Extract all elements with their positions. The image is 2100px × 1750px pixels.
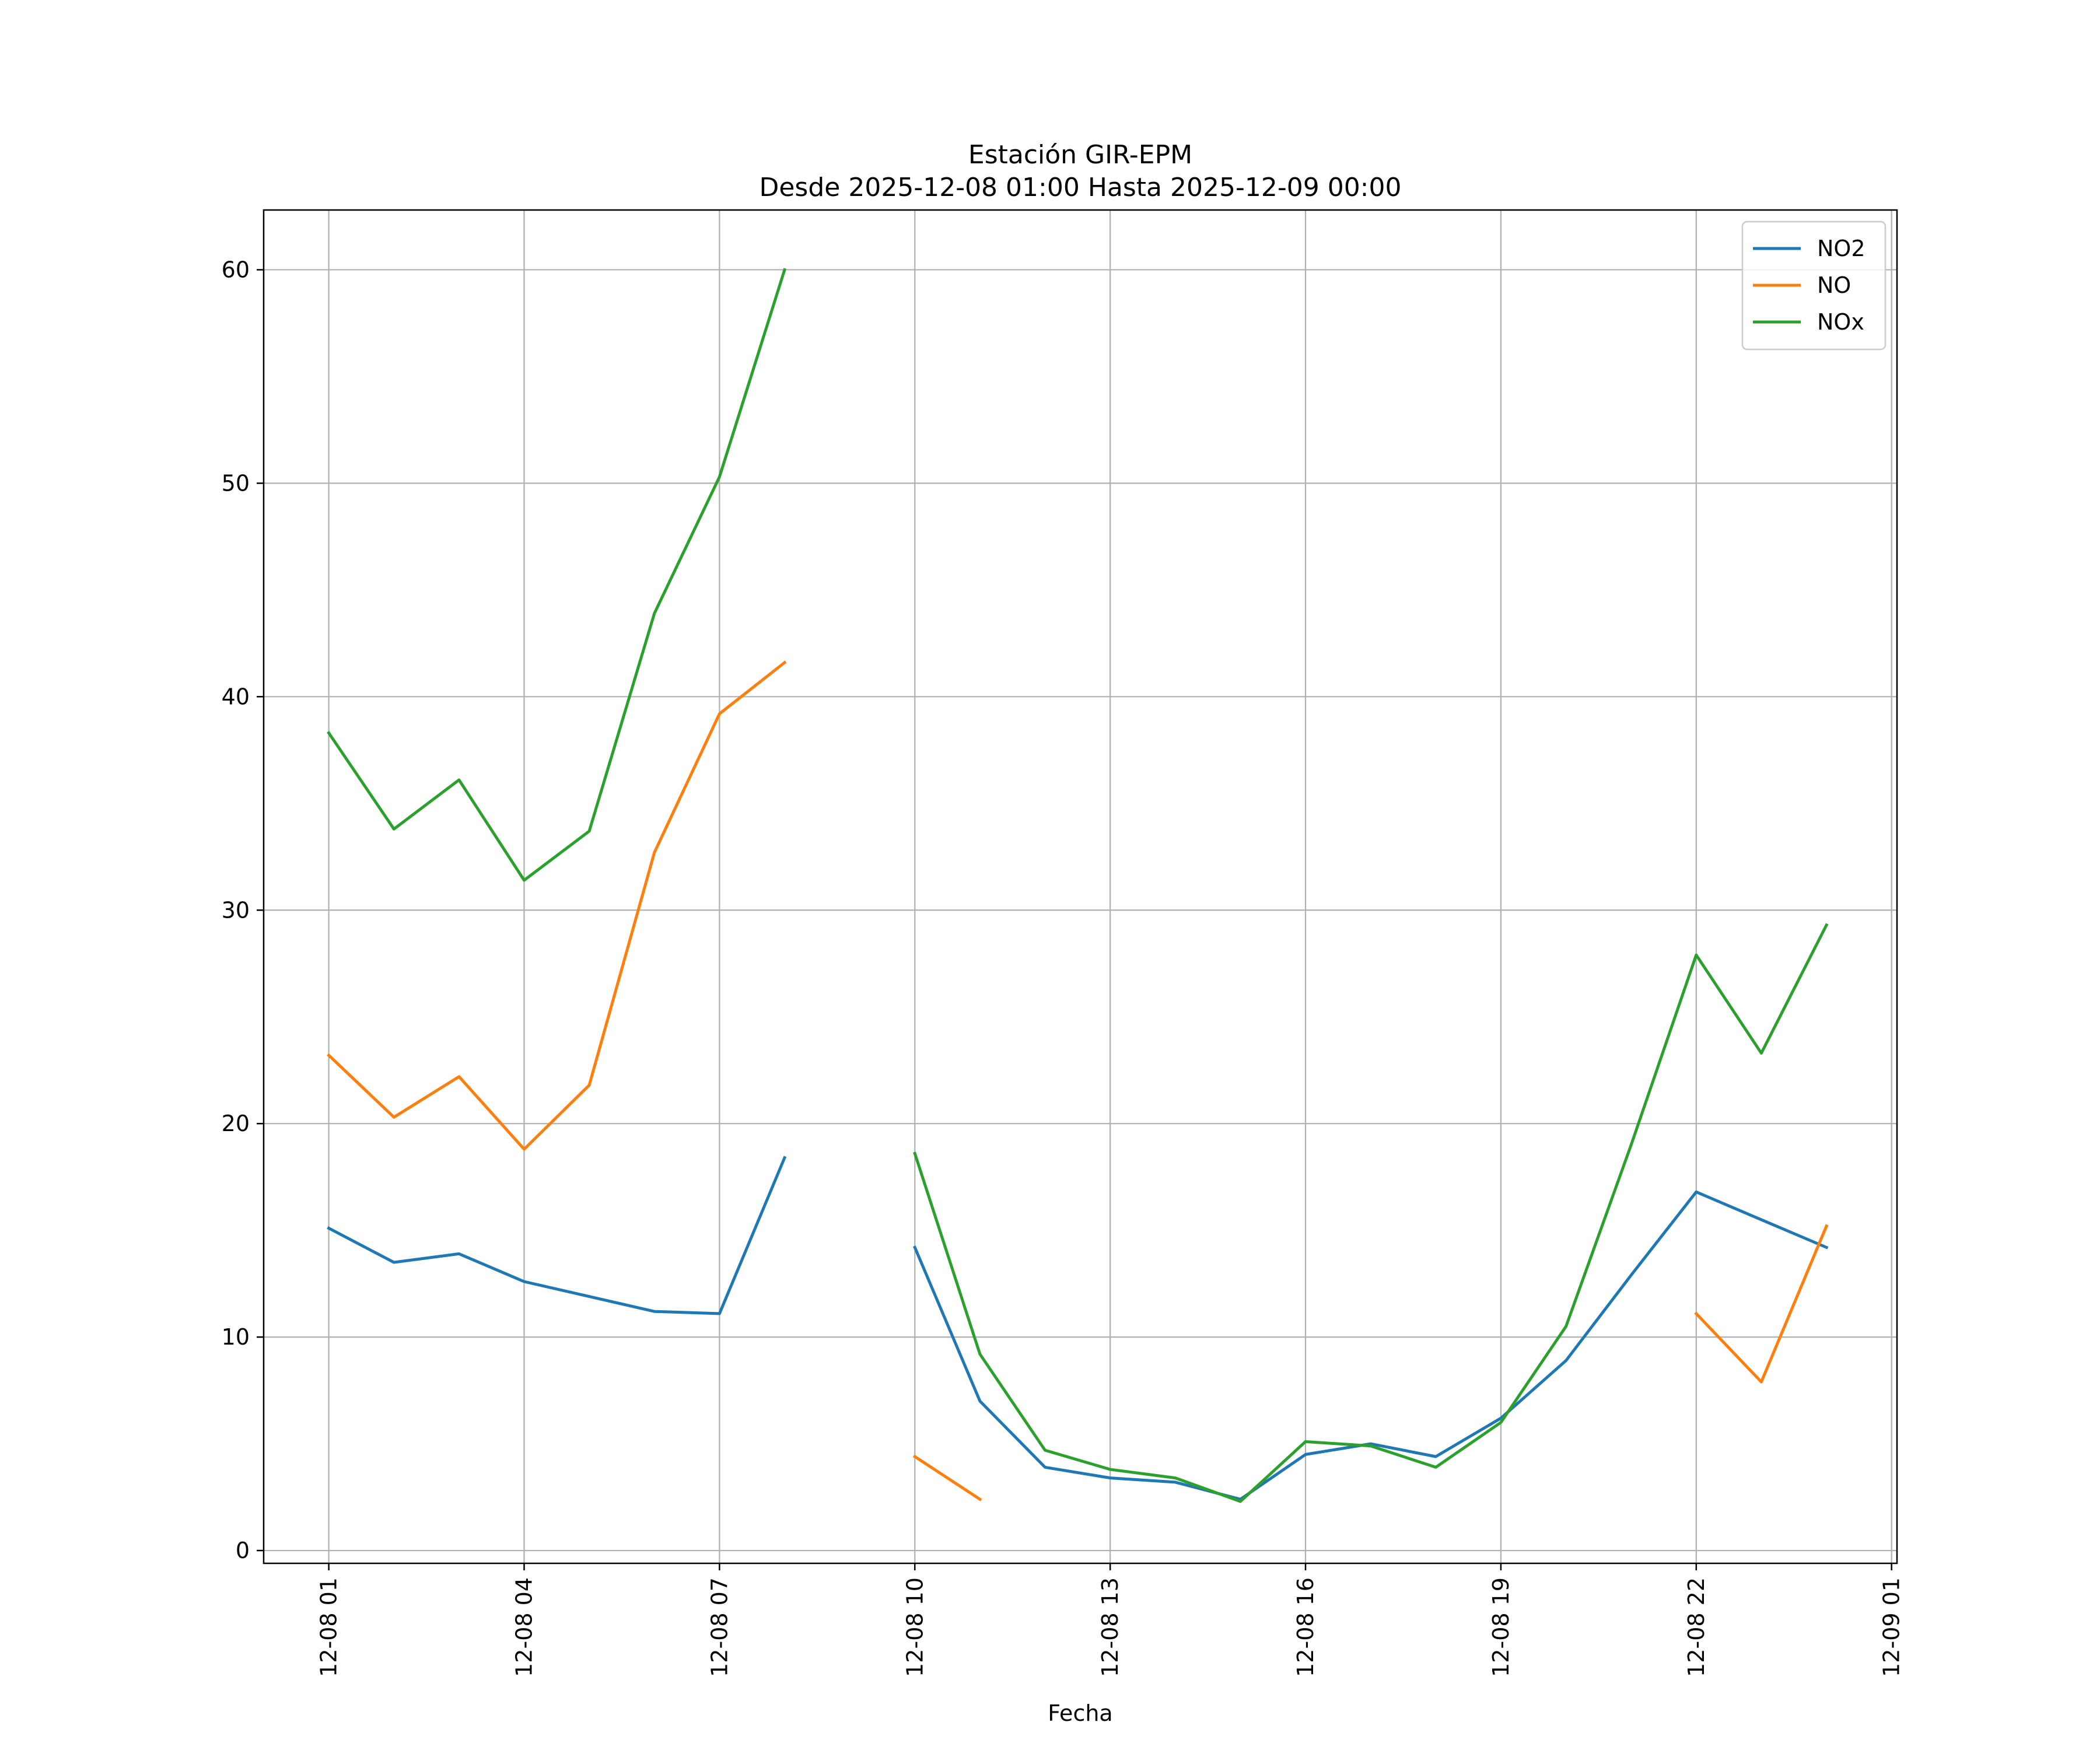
y-tick-label: 50	[222, 470, 250, 496]
x-tick-label: 12-08 10	[902, 1577, 928, 1677]
y-tick-label: 60	[222, 257, 250, 282]
y-tick-label: 30	[222, 897, 250, 923]
y-tick-label: 0	[236, 1538, 250, 1563]
series-lines	[327, 268, 1829, 1503]
x-tick-label: 12-08 13	[1097, 1577, 1123, 1677]
series-line-no2	[327, 1156, 1829, 1501]
x-axis-ticks: 12-08 01 12-08 04 12-08 07 12-08 10 12-08 13…	[316, 1563, 1905, 1677]
plot-frame	[262, 209, 1898, 1564]
series-line-no	[327, 660, 1829, 1502]
chart-title: Estación GIR-EPM	[968, 140, 1192, 170]
x-tick-label: 12-08 19	[1488, 1577, 1514, 1677]
x-tick-label: 12-08 04	[512, 1577, 537, 1677]
legend-label-nox: NOx	[1817, 309, 1864, 335]
y-tick-label: 10	[222, 1324, 250, 1350]
chart-subtitle: Desde 2025-12-08 01:00 Hasta 2025-12-09 …	[759, 173, 1401, 202]
x-tick-label: 12-08 07	[706, 1577, 732, 1677]
series-line-nox	[327, 268, 1829, 1503]
x-tick-label: 12-09 01	[1879, 1577, 1905, 1677]
x-tick-label: 12-08 22	[1684, 1577, 1709, 1677]
x-tick-label: 12-08 16	[1293, 1577, 1318, 1677]
y-axis-ticks: 0 10 20 30 40 50 60	[222, 257, 264, 1563]
legend-label-no: NO	[1817, 272, 1851, 298]
x-tick-label: 12-08 01	[316, 1577, 342, 1677]
legend-box	[1741, 220, 1887, 351]
legend-label-no2: NO2	[1817, 236, 1866, 261]
y-tick-label: 40	[222, 684, 250, 709]
grid	[264, 210, 1897, 1563]
x-axis-label: Fecha	[1048, 1700, 1112, 1726]
legend: NO2 NO NOx	[1741, 220, 1887, 351]
y-tick-label: 20	[222, 1111, 250, 1136]
